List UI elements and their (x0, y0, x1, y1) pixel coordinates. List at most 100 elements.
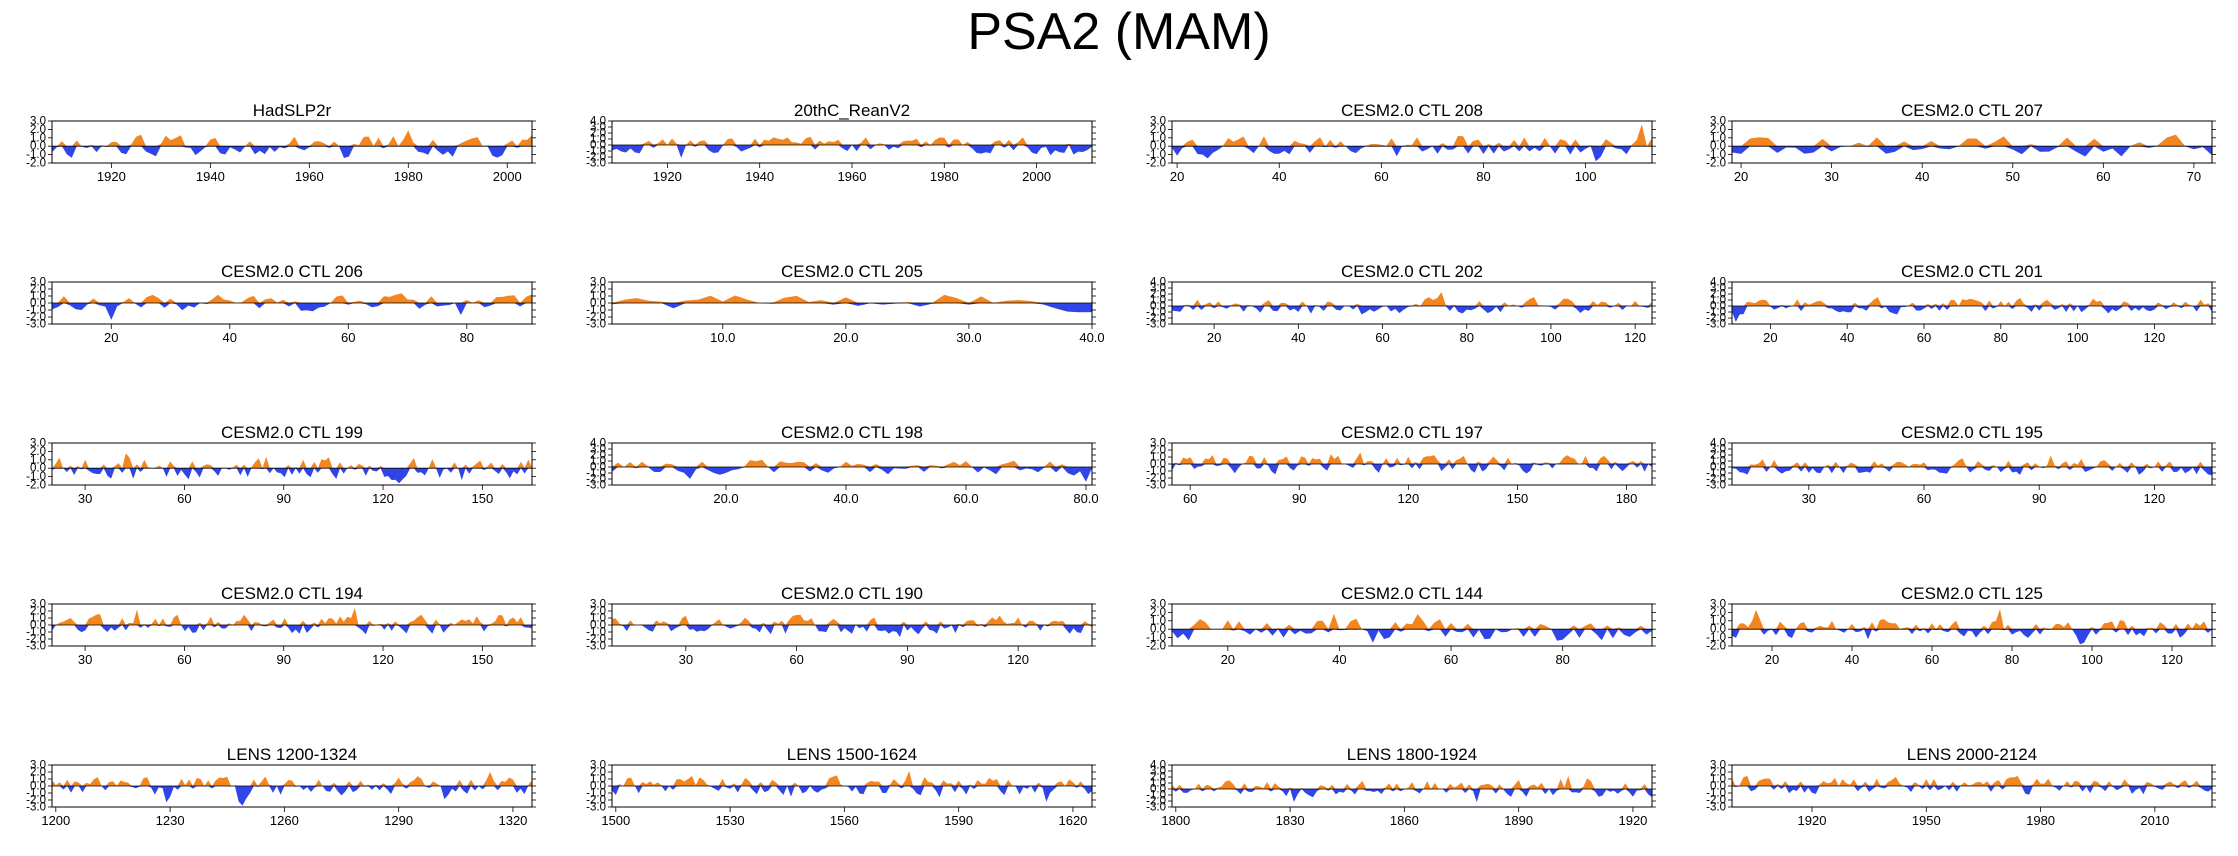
x-tick-label: 120 (2161, 652, 2183, 667)
y-tick-label: 3.0 (1150, 283, 1166, 295)
x-tick-label: 60.0 (953, 491, 978, 506)
positive-anomaly-area (1172, 452, 1652, 464)
x-tick-label: 60 (1444, 652, 1458, 667)
y-tick-label: 3.0 (590, 760, 606, 772)
negative-anomaly-area (1172, 464, 1652, 475)
y-tick-label: -1.0 (1706, 149, 1726, 161)
panel-title: CESM2.0 CTL 208 (1341, 101, 1483, 120)
y-tick-label: 2.0 (1710, 289, 1726, 301)
positive-anomaly-area (52, 130, 532, 147)
y-tick-label: -3.0 (1146, 480, 1166, 492)
x-tick-label: 20 (1221, 652, 1235, 667)
y-tick-label: 1.0 (590, 456, 606, 468)
x-tick-label: 60 (1183, 491, 1197, 506)
x-tick-label: 1960 (838, 169, 867, 184)
y-tick-label: -3.0 (586, 641, 606, 653)
panel-4: CESM2.0 CTL 207 3.02.01.00.0-1.0-2.0 20 30 4… (1706, 101, 2216, 184)
negative-anomaly-area (612, 303, 1092, 313)
panel-2: 20thC_ReanV2 4.03.02.01.00.0-1.0-2.0-3.0 1… (586, 101, 1096, 184)
x-tick-label: 30 (1824, 169, 1838, 184)
y-tick-label: 1.0 (1710, 774, 1726, 786)
negative-anomaly-area (1732, 467, 2212, 476)
positive-anomaly-area (1172, 613, 1652, 630)
y-tick-label: 2.0 (1710, 450, 1726, 462)
panel-16: CESM2.0 CTL 125 3.02.01.00.0-1.0-2.0 20 40 6… (1706, 584, 2216, 667)
x-tick-label: 30 (78, 652, 92, 667)
y-tick-label: -1.0 (26, 305, 46, 317)
negative-anomaly-area (612, 625, 1092, 637)
y-tick-label: -2.0 (1706, 474, 1726, 486)
y-tick-label: -1.0 (1146, 790, 1166, 802)
x-tick-label: 100 (2067, 330, 2089, 345)
positive-anomaly-area (1732, 134, 2212, 147)
panel-10: CESM2.0 CTL 198 4.03.02.01.00.0-1.0-2.0-3… (586, 423, 1098, 506)
y-tick-label: 0.0 (1710, 301, 1726, 313)
y-tick-label: -3.0 (1146, 802, 1166, 814)
y-tick-label: -1.0 (26, 627, 46, 639)
x-tick-label: 90 (276, 652, 290, 667)
x-tick-label: 120 (372, 491, 394, 506)
plot-frame (1731, 120, 2213, 164)
y-tick-label: 2.0 (1150, 772, 1166, 784)
negative-anomaly-area (1732, 146, 2212, 157)
panel-8: CESM2.0 CTL 201 4.03.02.01.00.0-1.0-2.0-3… (1706, 262, 2216, 345)
x-tick-label: 1980 (394, 169, 423, 184)
y-tick-label: 2.0 (1150, 124, 1166, 136)
panel-title: LENS 1500-1624 (787, 745, 917, 764)
y-tick-label: -2.0 (1146, 313, 1166, 325)
y-tick-label: 3.0 (590, 122, 606, 134)
y-tick-label: 4.0 (1150, 277, 1166, 289)
x-tick-label: 60 (177, 652, 191, 667)
x-tick-label: 40.0 (833, 491, 858, 506)
panel-title: LENS 1800-1924 (1347, 745, 1477, 764)
y-tick-label: -1.0 (26, 471, 46, 483)
negative-anomaly-area (1172, 789, 1652, 803)
plot-frame (1171, 764, 1653, 808)
positive-anomaly-area (612, 614, 1092, 625)
y-tick-label: 4.0 (1710, 277, 1726, 289)
x-tick-label: 40 (1840, 330, 1854, 345)
x-tick-label: 40 (1291, 330, 1305, 345)
panel-11: CESM2.0 CTL 197 3.02.01.00.0-1.0-2.0-3.0 6… (1146, 423, 1656, 506)
x-tick-label: 40 (1332, 652, 1346, 667)
x-tick-label: 20 (1734, 169, 1748, 184)
y-tick-label: -1.0 (1146, 307, 1166, 319)
x-tick-label: 2010 (2140, 813, 2169, 828)
y-tick-label: 0.0 (1710, 781, 1726, 793)
x-tick-label: 80.0 (1073, 491, 1098, 506)
x-tick-label: 1200 (41, 813, 70, 828)
y-tick-label: 1.0 (30, 774, 46, 786)
y-tick-label: 0.0 (30, 781, 46, 793)
panel-19: LENS 1800-1924 4.03.02.01.00.0-1.0-2.0-3.… (1146, 745, 1656, 828)
x-tick-label: 80 (1994, 330, 2008, 345)
x-tick-label: 1960 (295, 169, 324, 184)
y-tick-label: -2.0 (1706, 313, 1726, 325)
x-tick-label: 60 (789, 652, 803, 667)
positive-anomaly-area (612, 136, 1092, 145)
positive-anomaly-area (52, 771, 532, 786)
y-tick-label: 0.0 (30, 463, 46, 475)
x-tick-label: 20 (1207, 330, 1221, 345)
x-tick-label: 1530 (716, 813, 745, 828)
x-tick-label: 180 (1616, 491, 1638, 506)
y-tick-label: 1.0 (1150, 778, 1166, 790)
negative-anomaly-area (52, 146, 532, 158)
x-tick-label: 10.0 (710, 330, 735, 345)
x-tick-label: 50 (2006, 169, 2020, 184)
panel-title: HadSLP2r (253, 101, 332, 120)
x-tick-label: 20 (104, 330, 118, 345)
y-tick-label: 0.0 (590, 298, 606, 310)
x-tick-label: 90 (276, 491, 290, 506)
positive-anomaly-area (52, 607, 532, 625)
y-tick-label: -1.0 (586, 305, 606, 317)
negative-anomaly-area (1732, 306, 2212, 322)
y-tick-label: 1.0 (1710, 295, 1726, 307)
y-tick-label: 1.0 (1710, 615, 1726, 627)
negative-anomaly-area (612, 145, 1092, 158)
y-tick-label: -1.0 (1706, 468, 1726, 480)
y-tick-label: 1.0 (1150, 295, 1166, 307)
y-tick-label: 2.0 (590, 128, 606, 140)
x-tick-label: 1980 (930, 169, 959, 184)
positive-anomaly-area (1732, 609, 2212, 630)
negative-anomaly-area (52, 786, 532, 806)
